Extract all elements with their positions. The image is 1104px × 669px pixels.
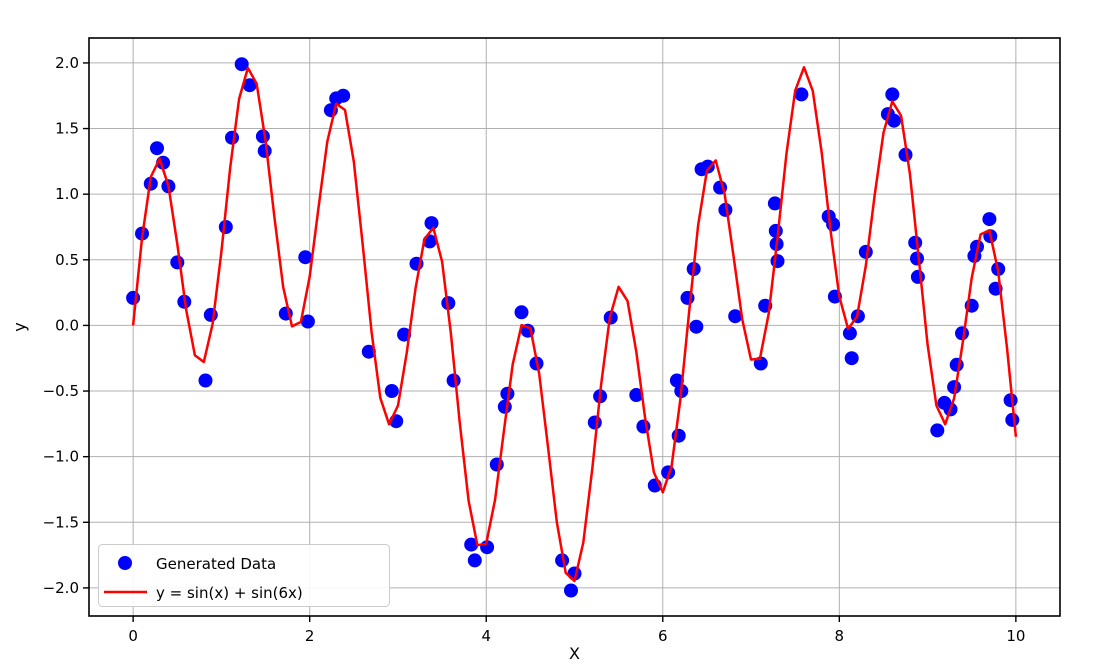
scatter-point (629, 388, 644, 402)
tick-marks (83, 62, 1017, 622)
legend-scatter-marker (118, 556, 132, 570)
scatter-point (587, 415, 602, 430)
y-axis-tick-label: −1.5 (43, 513, 79, 531)
legend-label-line: y = sin(x) + sin(6x) (156, 584, 303, 602)
scatter-point (718, 202, 733, 217)
y-axis-tick-label: 0.0 (55, 316, 79, 334)
scatter-point (842, 326, 857, 341)
scatter-point (955, 326, 969, 341)
scatter-point (150, 141, 164, 156)
scatter-point (203, 307, 218, 322)
x-axis-tick-label: 4 (481, 627, 491, 645)
scatter-point (1005, 412, 1020, 427)
scatter-point (767, 196, 782, 211)
scatter-point (446, 373, 461, 388)
legend-label-scatter: Generated Data (156, 555, 276, 573)
scatter-point (982, 212, 997, 227)
scatter-point (198, 373, 213, 388)
scatter-point (910, 251, 924, 266)
scatter-point (908, 235, 923, 250)
scatter-point (885, 87, 900, 102)
scatter-point (887, 113, 901, 128)
scatter-point (126, 290, 141, 305)
scatter-point (689, 319, 704, 334)
legend: Generated Data y = sin(x) + sin(6x) (98, 544, 390, 607)
x-axis-tick-label: 0 (128, 627, 138, 645)
x-axis-label: X (569, 644, 580, 663)
scatter-point (218, 220, 233, 234)
scatter-point (336, 88, 351, 103)
scatter-point (467, 553, 482, 568)
y-axis-tick-label: 0.5 (55, 251, 79, 269)
y-axis-label: y (10, 322, 29, 331)
scatter-point (930, 423, 945, 438)
scatter-point (242, 78, 257, 93)
plot-border (88, 37, 1061, 617)
scatter-point (424, 216, 439, 231)
x-axis-tick-label: 6 (658, 627, 668, 645)
scatter-point (564, 583, 578, 598)
scatter-point (700, 159, 715, 174)
x-axis-tick-label: 8 (835, 627, 845, 645)
scatter-point (949, 357, 964, 372)
y-axis-tick-label: −1.0 (43, 448, 79, 466)
x-axis-tick-label: 10 (1006, 627, 1025, 645)
scatter-point (298, 250, 313, 265)
scatter-point (768, 223, 783, 238)
legend-box (98, 544, 390, 607)
scatter-point (361, 344, 376, 359)
scatter-point (728, 309, 743, 324)
scatter-point (858, 244, 873, 259)
scatter-point (910, 269, 925, 284)
y-axis-tick-label: −0.5 (43, 382, 79, 400)
scatter-point (770, 254, 785, 269)
y-axis-tick-label: 2.0 (55, 54, 79, 72)
fit-line (131, 66, 1018, 583)
scatter-point (384, 384, 399, 398)
x-axis-tick-label: 2 (305, 627, 315, 645)
tick-labels: 0 2 4 6 8 10 −2.0 −1.5 −1.0 −0.5 0.0 0.5 1.0 1.5 2.0 (43, 54, 1026, 645)
scatter-point (170, 255, 185, 270)
scatter-point (464, 537, 479, 552)
scatter-point (898, 147, 913, 162)
y-axis-tick-label: 1.5 (55, 120, 79, 138)
scatter-point (1003, 393, 1018, 408)
scatter-point (500, 386, 515, 401)
y-axis-tick-label: 1.0 (55, 185, 79, 203)
scatter-point (794, 87, 809, 102)
grid (89, 38, 1060, 616)
scatter-point (225, 130, 239, 145)
scatter-point (257, 143, 272, 158)
scatter-point (844, 351, 859, 366)
scatter-point (514, 305, 529, 320)
scatter-point (669, 373, 684, 388)
scatter-point (680, 290, 695, 305)
scatter-point (489, 457, 504, 472)
y-axis-tick-label: −2.0 (43, 579, 79, 597)
scatter-point (497, 399, 512, 414)
scatter-point (300, 314, 315, 329)
scatter-point (555, 553, 570, 568)
scatter-point (234, 57, 249, 72)
